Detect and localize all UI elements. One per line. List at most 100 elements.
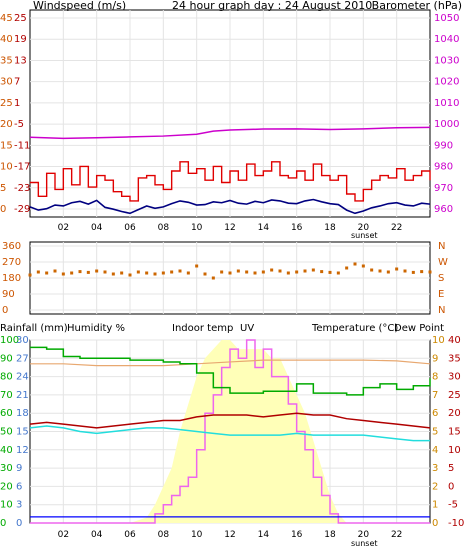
indoor-temp-title: Indoor temp	[172, 323, 233, 334]
temperature-axis-label: -10	[448, 518, 464, 529]
rain-axis-label: 30	[16, 335, 29, 346]
rain-axis-label: 9	[16, 463, 22, 474]
temperature-axis-label: 35	[448, 353, 461, 364]
direction-point	[420, 270, 424, 274]
direction-point	[386, 270, 390, 274]
hour-tick-label: 04	[91, 530, 103, 540]
compass-axis-label: W	[438, 257, 448, 268]
direction-point	[36, 270, 40, 274]
compass-axis-label: N	[438, 241, 445, 252]
humidity-axis-label: 90	[0, 353, 13, 364]
windspeed-line	[29, 198, 431, 215]
direction-point	[178, 269, 182, 273]
direction-point	[186, 271, 190, 275]
temperature-axis-label: -5	[448, 500, 458, 511]
direction-point	[53, 269, 57, 273]
solar-area	[30, 340, 430, 523]
direction-point	[303, 269, 307, 273]
hour-tick-label: 04	[91, 223, 103, 233]
hour-tick-label: 22	[391, 530, 402, 540]
temperature-line	[29, 412, 431, 429]
temperature-axis-label: 30	[448, 372, 461, 383]
hour-tick-label: 16	[291, 223, 303, 233]
temperature-axis-label: 0	[448, 481, 454, 492]
humidity-axis-label: 80	[0, 372, 13, 383]
hour-tick-label: 06	[124, 223, 136, 233]
hour-tick-label: 08	[158, 223, 170, 233]
wind-axis-label-b: 13	[14, 55, 27, 66]
barometer-title: Barometer (hPa)	[372, 0, 462, 12]
wind-axis-label-a: 30	[0, 77, 13, 88]
compass-axis-label: N	[438, 305, 445, 316]
uv-axis-label: 6	[432, 408, 438, 419]
rain-axis-label: 21	[16, 390, 29, 401]
gust-line	[30, 161, 431, 202]
sunset-label-top: sunset	[351, 231, 378, 240]
rain-axis-label: 24	[16, 372, 29, 383]
wind-axis-label-a: 45	[0, 13, 13, 24]
direction-point	[145, 271, 149, 275]
barometer-axis-label: 1040	[434, 34, 459, 45]
direction-point	[161, 271, 165, 275]
wind-axis-label-a: 10	[0, 162, 13, 173]
hour-tick-label: 18	[324, 530, 336, 540]
graph-title: 24 hour graph day : 24 August 2010	[172, 0, 372, 12]
wind-axis-label-b: -17	[14, 162, 30, 173]
wind-axis-label-a: 40	[0, 34, 13, 45]
direction-axis-label: 90	[2, 289, 15, 300]
direction-point	[411, 270, 415, 274]
uv-title: UV	[240, 323, 254, 334]
humidity-axis-label: 20	[0, 481, 13, 492]
uv-axis-label: 5	[432, 427, 438, 438]
direction-point	[95, 269, 99, 273]
uv-axis-label: 4	[432, 445, 438, 456]
direction-point	[370, 268, 374, 272]
barometer-line	[29, 126, 431, 140]
direction-point	[78, 270, 82, 274]
compass-axis-label: E	[438, 289, 444, 300]
direction-point	[353, 262, 357, 266]
hour-tick-label: 14	[258, 530, 270, 540]
barometer-axis-label: 990	[434, 140, 453, 151]
direction-point	[45, 271, 49, 275]
barometer-axis-label: 1000	[434, 119, 459, 130]
hour-tick-label: 10	[191, 530, 203, 540]
direction-point	[295, 270, 299, 274]
direction-point	[320, 270, 324, 274]
humidity-axis-label: 0	[0, 518, 6, 529]
direction-point	[128, 273, 132, 277]
direction-point	[336, 271, 340, 275]
hour-tick-label: 12	[224, 530, 235, 540]
wind-axis-label-b: -23	[14, 183, 30, 194]
direction-point	[103, 270, 107, 274]
humidity-axis-label: 10	[0, 500, 13, 511]
temperature-axis-label: 5	[448, 463, 454, 474]
direction-point	[153, 272, 157, 276]
humidity-title: Humidity %	[67, 323, 125, 334]
direction-point	[120, 271, 124, 275]
direction-point	[261, 270, 265, 274]
direction-point	[286, 271, 290, 275]
direction-point	[195, 264, 199, 268]
hour-tick-label: 06	[124, 530, 136, 540]
wind-axis-label-b: -5	[14, 119, 24, 130]
direction-point	[70, 271, 74, 275]
barometer-axis-label: 1030	[434, 55, 459, 66]
wind-axis-label-a: 15	[0, 140, 13, 151]
direction-point	[278, 269, 282, 273]
wind-axis-label-a: 25	[0, 98, 13, 109]
direction-axis-label: 270	[2, 257, 21, 268]
uv-axis-label: 7	[432, 390, 438, 401]
direction-point	[378, 269, 382, 273]
temperature-axis-label: 20	[448, 408, 461, 419]
sunset-label-bottom: sunset	[351, 539, 378, 548]
rain-axis-label: 6	[16, 481, 22, 492]
humidity-axis-label: 30	[0, 463, 13, 474]
rain-axis-label: 0	[16, 518, 22, 529]
direction-point	[220, 270, 224, 274]
rain-axis-label: 27	[16, 353, 29, 364]
rain-axis-label: 3	[16, 500, 22, 511]
direction-point	[361, 264, 365, 268]
wind-axis-label-b: 7	[14, 77, 20, 88]
direction-point	[86, 270, 90, 274]
